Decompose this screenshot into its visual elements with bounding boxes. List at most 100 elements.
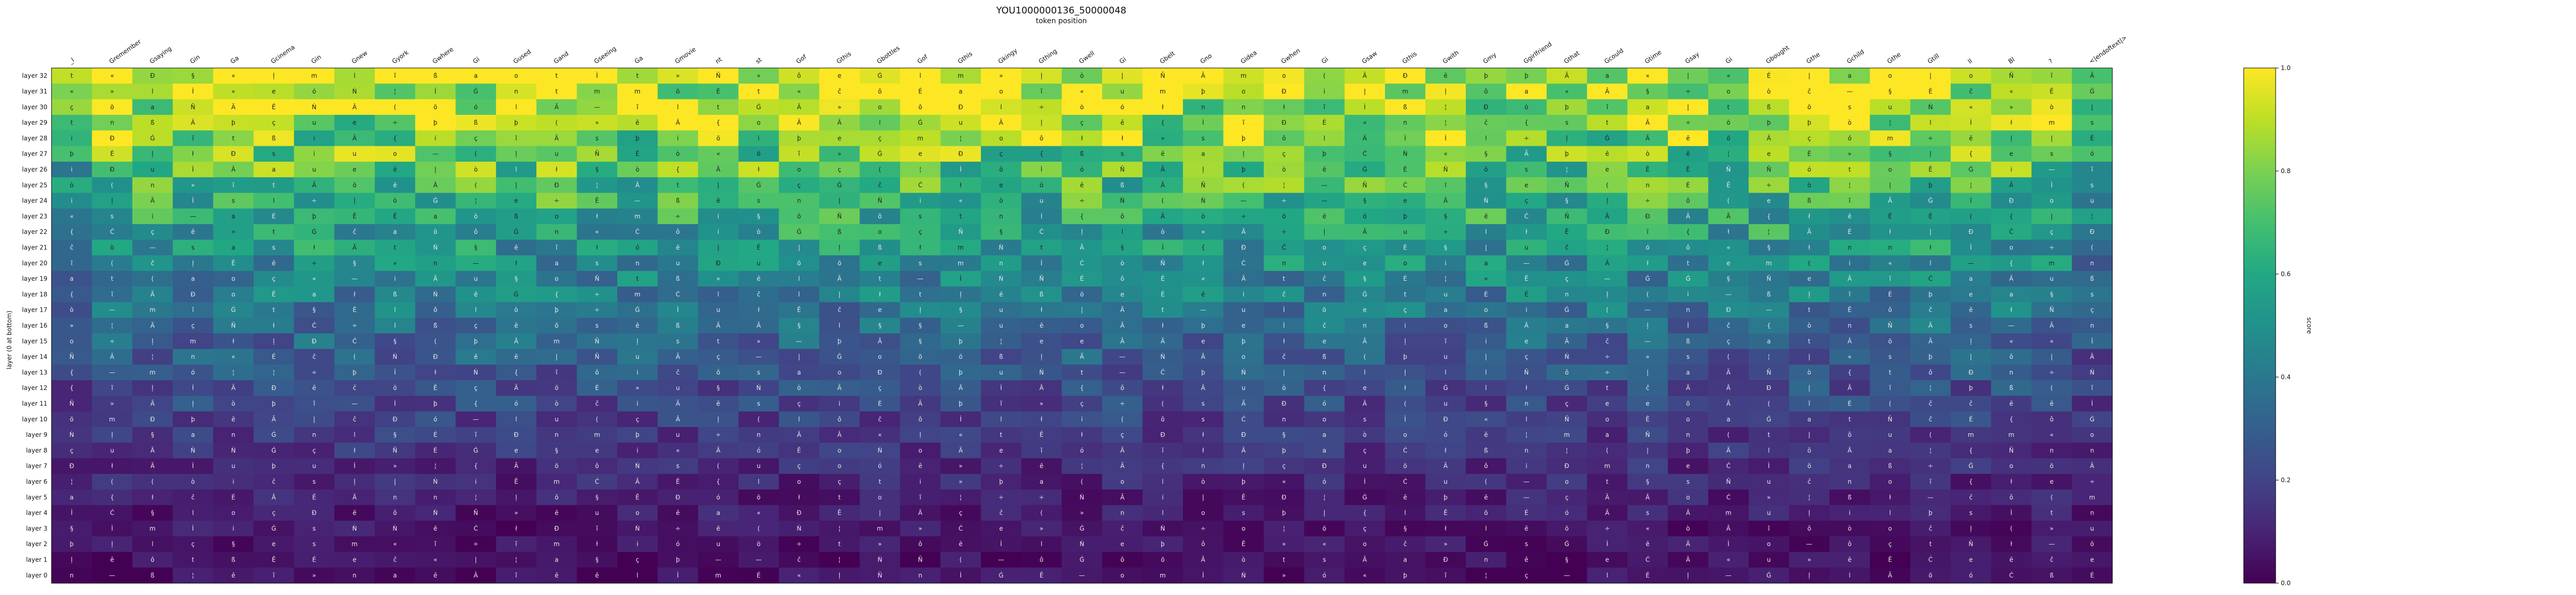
heatmap-cell-label: Ń	[877, 556, 882, 564]
heatmap-cell-label: (	[1727, 197, 1730, 205]
heatmap-cell	[1506, 177, 1547, 194]
heatmap-cell-label: Ð	[1160, 431, 1165, 438]
heatmap-cell-label: ó	[676, 540, 680, 548]
heatmap-cell-label: þ	[1201, 88, 1205, 95]
heatmap-cell-label: o	[1767, 540, 1771, 548]
heatmap-cell	[536, 99, 578, 115]
heatmap-cell	[1344, 193, 1385, 209]
heatmap-cell-label: a	[1605, 72, 1609, 79]
heatmap-cell-label: ÷	[352, 322, 357, 329]
heatmap-cell-label: Ñ	[70, 400, 74, 407]
heatmap-cell-label: o	[1484, 307, 1488, 314]
heatmap-cell	[819, 68, 860, 84]
heatmap-cell-label: Ê	[1726, 181, 1731, 189]
heatmap-cell-label: Ñ	[2009, 446, 2013, 454]
heatmap-cell-label: u	[1040, 197, 1044, 205]
heatmap-cell-label: Ð	[70, 463, 74, 470]
heatmap-cell	[1506, 68, 1547, 84]
heatmap-cell	[1142, 114, 1183, 131]
heatmap-cell-label: ē	[312, 384, 316, 392]
heatmap-cell-label: m	[2089, 494, 2095, 501]
heatmap-cell-label: Â	[1848, 337, 1852, 345]
heatmap-cell-label: s	[1363, 416, 1366, 423]
heatmap-cell-label: o	[1403, 260, 1407, 267]
heatmap-cell-label: n	[393, 494, 397, 501]
heatmap-cell	[1829, 146, 1871, 162]
heatmap-cell-label: ĩ	[1161, 447, 1164, 454]
heatmap-cell	[1910, 83, 1951, 100]
heatmap-cell	[1749, 161, 1790, 178]
heatmap-cell-label: É	[1969, 415, 1973, 423]
heatmap-cell-label: Ń	[231, 446, 235, 454]
heatmap-cell	[92, 114, 133, 131]
heatmap-cell	[1506, 130, 1547, 147]
heatmap-cell-label: «	[231, 72, 235, 79]
heatmap-cell	[1223, 208, 1264, 225]
heatmap-cell-label: (	[919, 369, 922, 376]
heatmap-cell-label: n	[1888, 244, 1892, 251]
heatmap-cell-label: a	[272, 166, 276, 173]
heatmap-cell-label: þ	[1928, 353, 1933, 361]
heatmap-cell-label: Ġ	[1484, 539, 1488, 548]
heatmap-cell	[1627, 177, 1668, 194]
heatmap-cell	[778, 161, 820, 178]
heatmap-cell	[2031, 68, 2073, 84]
heatmap-cell-label: §	[798, 322, 801, 329]
heatmap-cell-label: Ġ	[1928, 196, 1933, 205]
heatmap-cell-label: (	[1970, 213, 1972, 220]
heatmap-cell-label: «	[959, 431, 962, 438]
heatmap-cell	[1142, 99, 1183, 115]
heatmap-cell	[1749, 99, 1790, 115]
heatmap-cell	[2031, 114, 2073, 131]
heatmap-cell	[2031, 208, 2073, 225]
heatmap-cell-label: ļ	[1687, 572, 1689, 579]
heatmap-cell	[1425, 208, 1466, 225]
heatmap-cell	[940, 99, 981, 115]
heatmap-cell-label: ¦	[475, 494, 477, 501]
heatmap-cell-label: ò	[1807, 369, 1811, 376]
heatmap-cell-label: Ð	[150, 416, 155, 423]
heatmap-cell-label: o	[514, 72, 518, 79]
heatmap-cell-label: a	[1403, 556, 1407, 564]
y-tick-label: layer 3	[26, 525, 47, 532]
heatmap-cell-label: Ä	[1928, 321, 1933, 329]
heatmap-cell-label: o	[878, 228, 882, 235]
heatmap-cell-label: þ	[1161, 540, 1165, 548]
heatmap-cell-label: ö	[1282, 213, 1285, 220]
heatmap-cell-label: ¦	[1324, 494, 1326, 501]
heatmap-cell	[2031, 177, 2073, 194]
heatmap-cell-label: ē	[716, 400, 720, 407]
heatmap-cell-label: Ê	[797, 306, 801, 314]
heatmap-cell-label: É	[716, 87, 720, 95]
heatmap-cell-label: Ġ	[1645, 274, 1650, 282]
heatmap-cell-label: ò	[1080, 104, 1083, 111]
heatmap-cell	[980, 208, 1022, 225]
heatmap-cell-label: ç	[1363, 525, 1367, 532]
heatmap-cell	[1344, 146, 1385, 162]
heatmap-cell-label: ß	[1686, 337, 1690, 345]
heatmap-cell-label: (	[1404, 400, 1406, 407]
x-tick-label: Gseeing	[592, 45, 617, 65]
heatmap-cell-label: ł	[1162, 104, 1164, 111]
heatmap-cell-label: č	[70, 244, 74, 251]
heatmap-cell-label: Ä	[1242, 275, 1246, 282]
heatmap-cell-label: Ä	[1848, 384, 1852, 392]
heatmap-cell-label: Ì	[394, 368, 396, 376]
heatmap-cell-label: a	[1848, 463, 1852, 470]
heatmap-cell-label: Ń	[433, 478, 438, 485]
heatmap-cell-label: ÷	[1605, 353, 1610, 361]
heatmap-cell-label: ç	[878, 134, 882, 142]
heatmap-cell-label: ß	[1848, 494, 1852, 501]
heatmap-cell-label: —	[756, 353, 762, 361]
heatmap-cell-label: e	[838, 72, 841, 79]
heatmap-cell-label: ł	[1445, 525, 1447, 532]
heatmap-cell-label: Ì	[1687, 321, 1689, 329]
heatmap-cell	[1021, 130, 1062, 147]
heatmap-cell-label: ö	[797, 260, 801, 267]
y-tick-label: layer 13	[22, 369, 47, 376]
heatmap-cell-label: |	[2050, 213, 2053, 220]
heatmap-cell	[294, 99, 335, 115]
heatmap-cell	[819, 208, 860, 225]
heatmap-cell-label: ĩ	[1808, 400, 1810, 407]
heatmap-cell-label: §	[1889, 150, 1892, 158]
